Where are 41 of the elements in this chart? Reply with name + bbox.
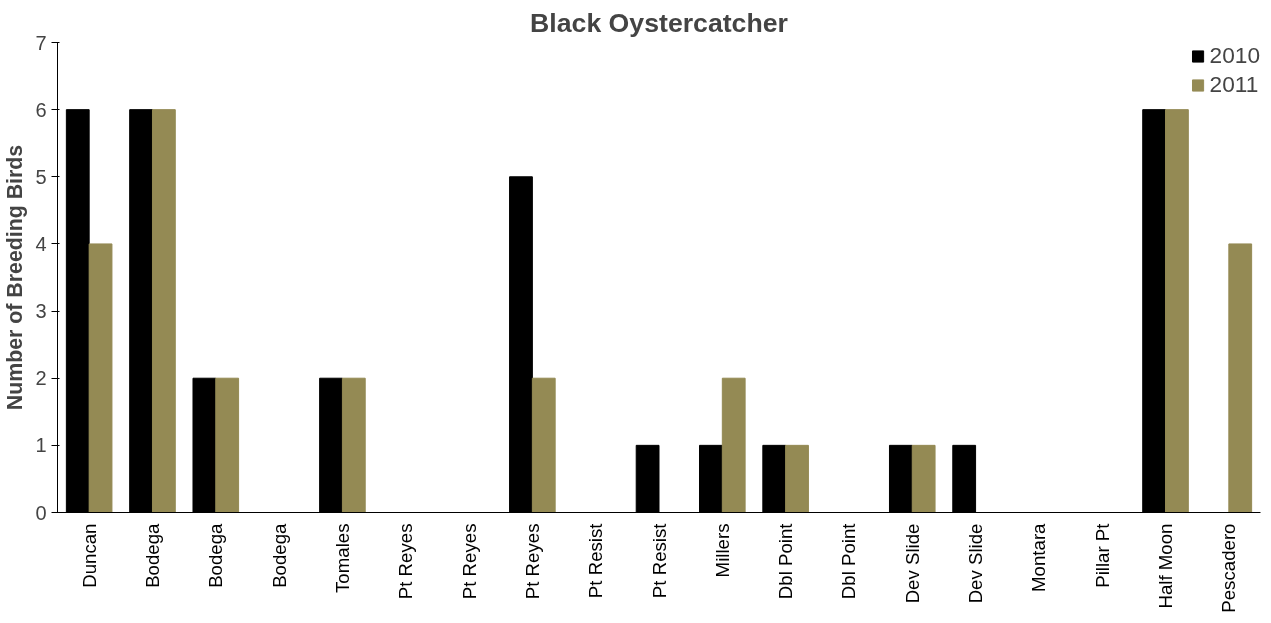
chart-title: Black Oystercatcher xyxy=(530,7,788,38)
bar xyxy=(341,377,366,513)
x-tick-label: Pt Reyes xyxy=(521,523,543,600)
bar xyxy=(215,377,240,513)
bar xyxy=(785,444,809,513)
y-axis-title: Number of Breeding Birds xyxy=(3,144,28,411)
y-tick-label: 7 xyxy=(35,31,47,54)
x-tick-label: Pt Reyes xyxy=(395,523,417,600)
bar xyxy=(531,377,556,513)
bar xyxy=(88,243,113,513)
x-tick-label: Pillar Pt xyxy=(1091,522,1113,588)
y-tick-label: 1 xyxy=(35,434,47,457)
bar xyxy=(151,109,176,513)
bar xyxy=(1165,109,1189,513)
legend-label: 2010 xyxy=(1209,42,1260,69)
x-tick-label: Pt Resist xyxy=(585,522,607,599)
y-tick-label: 3 xyxy=(35,300,47,323)
y-tick-label: 4 xyxy=(35,232,47,255)
x-tick-label: Dbl Point xyxy=(775,522,797,600)
y-tick-label: 5 xyxy=(35,165,47,188)
y-tick-label: 2 xyxy=(35,367,47,390)
x-tick-label: Bodega xyxy=(205,522,227,588)
bar xyxy=(1228,243,1253,513)
bar xyxy=(911,444,936,513)
x-tick-label: Bodega xyxy=(268,522,290,588)
x-tick-label: Dev Slide xyxy=(965,523,987,604)
x-tick-label: Dbl Point xyxy=(838,522,860,600)
y-tick-label: 0 xyxy=(35,501,47,524)
x-tick-label: Montara xyxy=(1028,522,1050,592)
x-tick-label: Half Moon xyxy=(1155,523,1177,609)
x-tick-label: Tomales xyxy=(331,523,353,593)
legend-label: 2011 xyxy=(1209,71,1259,98)
x-tick-label: Pt Resist xyxy=(648,522,670,599)
x-tick-label: Dev Slide xyxy=(901,523,923,604)
bar xyxy=(721,377,746,513)
x-tick-label: Duncan xyxy=(78,523,100,588)
x-tick-label: Pescadero xyxy=(1218,523,1240,613)
x-tick-label: Millers xyxy=(711,523,733,578)
y-tick-label: 6 xyxy=(35,98,47,121)
x-tick-label: Bodega xyxy=(141,522,163,588)
x-tick-label: Pt Reyes xyxy=(458,523,480,600)
